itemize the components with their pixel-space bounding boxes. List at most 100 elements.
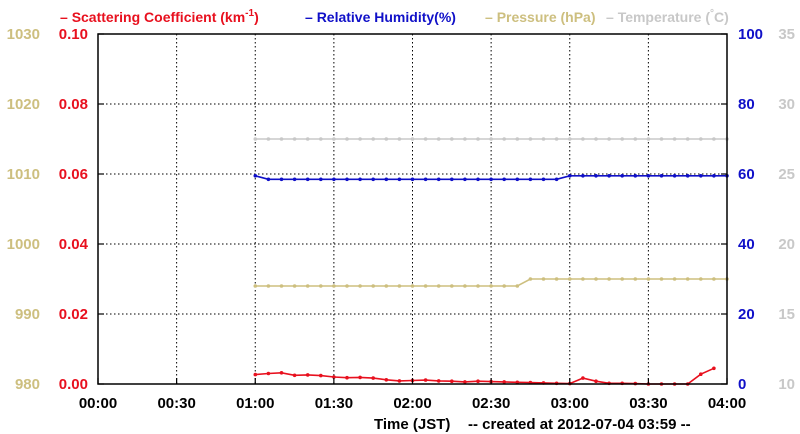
data-point-temperature — [712, 137, 716, 141]
data-point-temperature — [450, 137, 454, 141]
data-point-temperature — [528, 137, 533, 141]
data-point-humidity — [332, 177, 336, 182]
data-point-temperature — [332, 137, 336, 141]
data-point-humidity — [305, 177, 310, 182]
scattering-axis-tick-label: 0.06 — [59, 166, 88, 183]
x-tick-label: 04:00 — [708, 395, 746, 412]
data-point-pressure — [410, 284, 415, 288]
humidity-axis-tick-label: 80 — [738, 96, 755, 113]
data-point-scattering — [253, 372, 258, 377]
data-point-humidity — [633, 174, 638, 178]
data-point-humidity — [554, 177, 559, 182]
data-point-pressure — [581, 277, 585, 281]
data-point-scattering — [292, 373, 297, 378]
pressure-axis-tick-label: 980 — [15, 376, 40, 393]
data-point-pressure — [699, 277, 703, 281]
data-point-scattering — [279, 371, 284, 375]
data-point-humidity — [410, 177, 415, 182]
data-point-scattering — [476, 379, 480, 384]
pressure-axis-tick-label: 1000 — [7, 236, 40, 253]
data-point-humidity — [581, 174, 585, 178]
data-point-scattering — [305, 373, 310, 377]
series-temperature — [253, 137, 729, 141]
data-point-pressure — [594, 277, 598, 281]
data-point-temperature — [594, 137, 598, 141]
data-point-scattering — [463, 380, 467, 384]
legend-item-temperature: – Temperature (°C) — [606, 8, 729, 25]
data-point-temperature — [607, 137, 611, 141]
data-point-humidity — [279, 177, 284, 182]
data-point-temperature — [410, 137, 415, 141]
data-point-scattering — [358, 375, 362, 380]
pressure-axis-tick-label: 1010 — [7, 166, 40, 183]
data-point-temperature — [541, 137, 546, 141]
data-point-temperature — [489, 137, 493, 141]
x-tick-label: 01:30 — [315, 395, 353, 412]
data-point-humidity — [699, 174, 703, 178]
temperature-axis-tick-label: 25 — [778, 166, 795, 183]
data-point-pressure — [292, 284, 297, 288]
data-point-temperature — [371, 137, 376, 141]
pressure-axis-tick-label: 1020 — [7, 96, 40, 113]
data-point-pressure — [607, 277, 611, 281]
data-point-humidity — [515, 177, 520, 182]
x-tick-label: 00:00 — [79, 395, 117, 412]
data-point-temperature — [319, 137, 323, 141]
data-point-temperature — [554, 137, 559, 141]
grid — [98, 34, 727, 384]
data-point-pressure — [319, 284, 323, 288]
data-point-temperature — [436, 137, 441, 141]
humidity-axis-tick-label: 20 — [738, 306, 755, 323]
data-point-humidity — [423, 177, 428, 182]
series-pressure — [253, 277, 729, 288]
data-point-scattering — [397, 379, 402, 383]
data-point-temperature — [659, 137, 664, 141]
data-point-pressure — [371, 284, 376, 288]
data-point-temperature — [279, 137, 284, 141]
data-point-pressure — [397, 284, 402, 288]
data-point-scattering — [384, 378, 389, 382]
data-point-pressure — [358, 284, 362, 288]
data-point-temperature — [685, 137, 690, 141]
temperature-axis-tick-label: 30 — [778, 96, 795, 113]
data-point-humidity — [292, 177, 297, 182]
data-point-scattering — [502, 380, 507, 384]
temperature-axis-tick-label: 10 — [778, 376, 795, 393]
data-point-temperature — [423, 137, 428, 141]
data-point-pressure — [253, 284, 258, 288]
data-point-humidity — [594, 174, 598, 178]
data-point-temperature — [633, 137, 638, 141]
legend-item-humidity: – Relative Humidity(%) — [305, 9, 456, 25]
data-point-temperature — [476, 137, 480, 141]
x-tick-label: 00:30 — [157, 395, 195, 412]
x-tick-label: 03:00 — [551, 395, 589, 412]
data-point-pressure — [646, 277, 651, 281]
data-point-humidity — [345, 177, 349, 182]
x-tick-label: 02:30 — [472, 395, 510, 412]
data-point-pressure — [528, 277, 533, 281]
data-point-pressure — [279, 284, 284, 288]
data-point-temperature — [358, 137, 362, 141]
data-point-humidity — [607, 174, 611, 178]
data-point-humidity — [463, 177, 467, 182]
data-point-temperature — [502, 137, 507, 141]
data-point-pressure — [332, 284, 336, 288]
data-point-humidity — [436, 177, 441, 182]
data-point-pressure — [620, 277, 624, 281]
data-point-humidity — [646, 174, 651, 178]
data-point-pressure — [554, 277, 559, 281]
data-point-temperature — [568, 137, 572, 141]
created-timestamp: -- created at 2012-07-04 03:59 -- — [468, 416, 691, 433]
data-point-temperature — [620, 137, 624, 141]
data-point-pressure — [423, 284, 428, 288]
series-scattering — [253, 366, 716, 386]
data-point-temperature — [292, 137, 297, 141]
data-point-pressure — [305, 284, 310, 288]
data-point-scattering — [319, 373, 323, 378]
data-point-temperature — [646, 137, 651, 141]
data-point-humidity — [502, 177, 507, 182]
data-point-temperature — [384, 137, 389, 141]
data-point-humidity — [712, 174, 716, 178]
data-point-humidity — [397, 177, 402, 182]
